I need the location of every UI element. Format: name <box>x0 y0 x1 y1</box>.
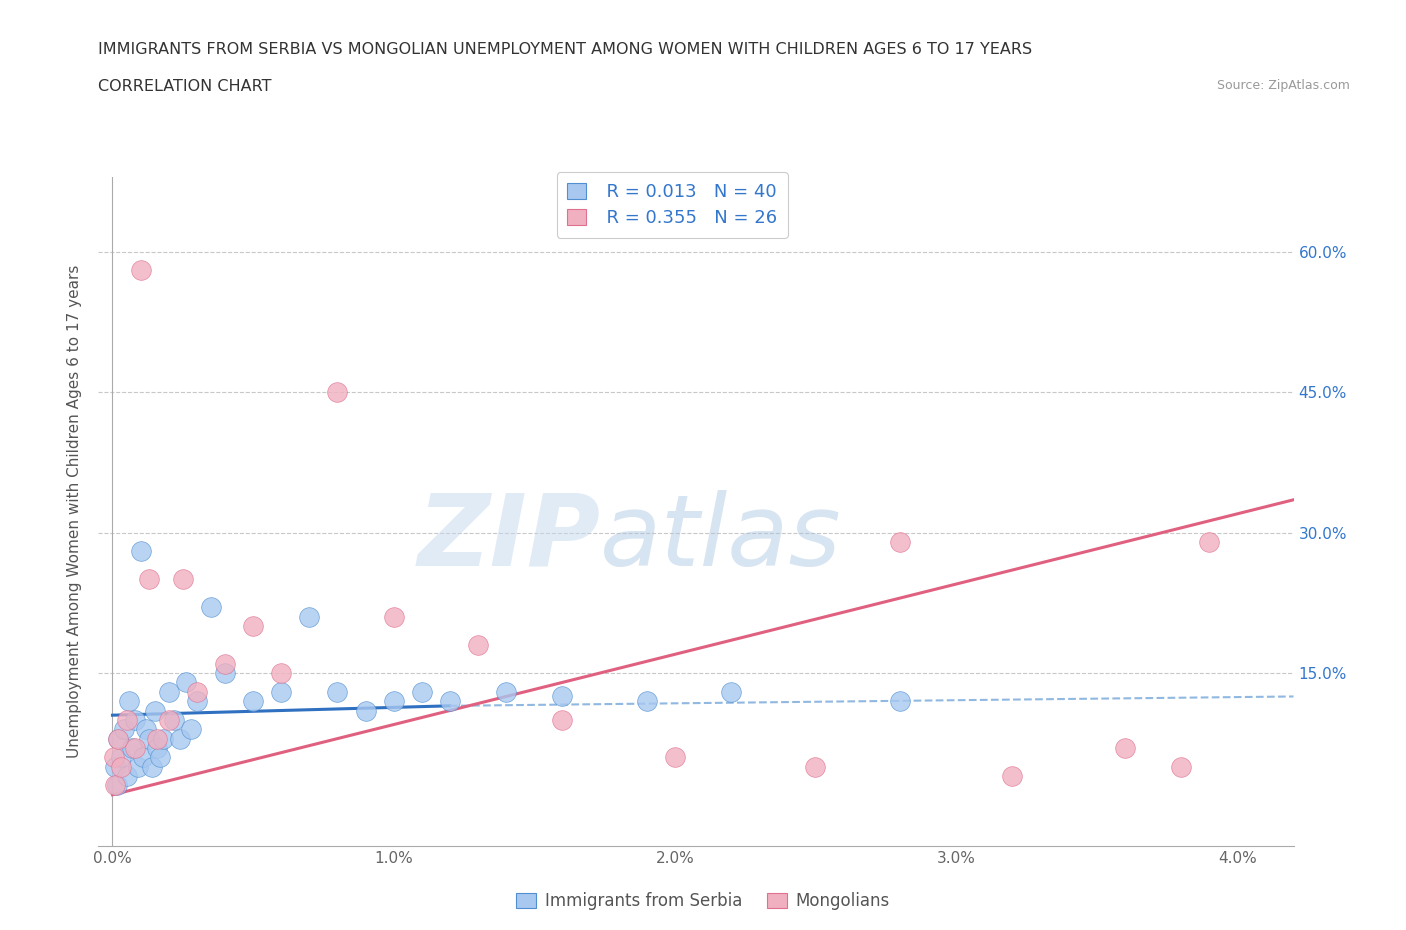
Point <box>804 759 827 774</box>
Point <box>1114 740 1136 755</box>
Point <box>354 703 377 718</box>
Point <box>115 712 138 727</box>
Point <box>157 684 180 699</box>
Point <box>720 684 742 699</box>
Point <box>107 731 129 746</box>
Point <box>1170 759 1192 774</box>
Point <box>242 618 264 633</box>
Point <box>1001 768 1024 783</box>
Point <box>551 689 574 704</box>
Point <box>551 712 574 727</box>
Text: IMMIGRANTS FROM SERBIA VS MONGOLIAN UNEMPLOYMENT AMONG WOMEN WITH CHILDREN AGES : IMMIGRANTS FROM SERBIA VS MONGOLIAN UNEM… <box>98 42 1032 57</box>
Point <box>180 722 202 737</box>
Point <box>186 694 208 709</box>
Point <box>124 740 146 755</box>
Point <box>270 666 292 681</box>
Point <box>138 731 160 746</box>
Point <box>326 385 349 400</box>
Point <box>242 694 264 709</box>
Text: CORRELATION CHART: CORRELATION CHART <box>98 79 271 94</box>
Point <box>186 684 208 699</box>
Point <box>214 666 236 681</box>
Point <box>172 572 194 587</box>
Point <box>664 750 686 764</box>
Point <box>110 750 132 764</box>
Text: ZIP: ZIP <box>418 490 600 587</box>
Point <box>104 778 127 793</box>
Point <box>495 684 517 699</box>
Point <box>132 750 155 764</box>
Point <box>152 731 174 746</box>
Point <box>104 759 127 774</box>
Point <box>124 712 146 727</box>
Point <box>103 750 125 764</box>
Point <box>127 759 149 774</box>
Point <box>121 740 143 755</box>
Point <box>214 657 236 671</box>
Text: Source: ZipAtlas.com: Source: ZipAtlas.com <box>1216 79 1350 92</box>
Point <box>138 572 160 587</box>
Point <box>149 750 172 764</box>
Point <box>889 694 911 709</box>
Point <box>636 694 658 709</box>
Point <box>1198 535 1220 550</box>
Point <box>411 684 433 699</box>
Point <box>143 703 166 718</box>
Point <box>439 694 461 709</box>
Legend:   R = 0.013   N = 40,   R = 0.355   N = 26: R = 0.013 N = 40, R = 0.355 N = 26 <box>557 172 787 238</box>
Point <box>889 535 911 550</box>
Point <box>129 263 152 278</box>
Point <box>107 731 129 746</box>
Point <box>141 759 163 774</box>
Point <box>270 684 292 699</box>
Point <box>382 694 405 709</box>
Point <box>110 759 132 774</box>
Point <box>200 600 222 615</box>
Point <box>146 740 169 755</box>
Point <box>157 712 180 727</box>
Point <box>135 722 157 737</box>
Point <box>163 712 186 727</box>
Point <box>129 544 152 559</box>
Point <box>174 675 197 690</box>
Point <box>146 731 169 746</box>
Text: atlas: atlas <box>600 490 842 587</box>
Legend: Immigrants from Serbia, Mongolians: Immigrants from Serbia, Mongolians <box>510 885 896 917</box>
Point <box>118 694 141 709</box>
Point <box>115 768 138 783</box>
Point <box>326 684 349 699</box>
Point <box>169 731 191 746</box>
Point <box>467 637 489 652</box>
Point <box>105 778 128 793</box>
Point <box>382 609 405 624</box>
Point <box>112 722 135 737</box>
Point <box>298 609 321 624</box>
Y-axis label: Unemployment Among Women with Children Ages 6 to 17 years: Unemployment Among Women with Children A… <box>67 265 83 758</box>
